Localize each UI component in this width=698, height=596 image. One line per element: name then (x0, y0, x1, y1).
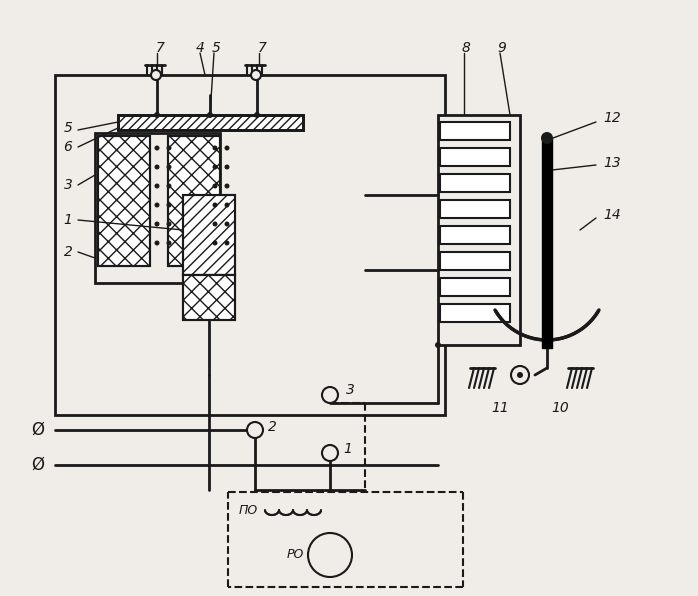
Bar (118, 115, 303, 130)
Bar (98, 136, 150, 266)
Circle shape (212, 203, 218, 207)
Text: ПО: ПО (239, 504, 258, 517)
Circle shape (154, 203, 160, 207)
Circle shape (225, 203, 230, 207)
Bar (98, 136, 150, 266)
Circle shape (154, 164, 160, 169)
Text: 13: 13 (603, 156, 621, 170)
Circle shape (167, 164, 172, 169)
Text: 11: 11 (491, 401, 509, 415)
Text: 5: 5 (211, 41, 221, 55)
Circle shape (322, 387, 338, 403)
Circle shape (225, 222, 230, 226)
Circle shape (154, 112, 160, 118)
Text: РО: РО (286, 548, 304, 561)
Bar (542, 138, 552, 348)
Circle shape (167, 241, 172, 246)
Text: 4: 4 (195, 41, 205, 55)
Circle shape (151, 70, 161, 80)
Bar (118, 115, 303, 130)
Text: 5: 5 (64, 121, 73, 135)
Bar (55, 75, 445, 415)
Bar (183, 275, 235, 320)
Text: 8: 8 (461, 41, 470, 55)
Circle shape (251, 70, 261, 80)
Circle shape (225, 145, 230, 151)
Circle shape (212, 164, 218, 169)
Circle shape (167, 222, 172, 226)
Bar (440, 200, 510, 218)
Circle shape (154, 184, 160, 188)
Circle shape (308, 533, 352, 577)
Bar (168, 136, 220, 266)
Text: 10: 10 (551, 401, 569, 415)
Bar (183, 195, 235, 275)
Bar (440, 174, 510, 192)
Text: 1: 1 (343, 442, 352, 456)
Bar (438, 115, 520, 345)
Circle shape (254, 112, 260, 118)
Circle shape (167, 184, 172, 188)
Text: 3: 3 (64, 178, 73, 192)
Text: 9: 9 (498, 41, 507, 55)
Text: 12: 12 (603, 111, 621, 125)
Circle shape (154, 241, 160, 246)
Text: 1: 1 (64, 213, 73, 227)
Circle shape (247, 422, 263, 438)
Bar (440, 304, 510, 322)
Circle shape (167, 145, 172, 151)
Bar (440, 252, 510, 270)
Text: 14: 14 (603, 208, 621, 222)
Circle shape (225, 184, 230, 188)
Bar (168, 136, 220, 266)
Text: 7: 7 (156, 41, 165, 55)
Circle shape (154, 222, 160, 226)
Circle shape (225, 164, 230, 169)
Circle shape (167, 203, 172, 207)
Text: Ø: Ø (31, 421, 45, 439)
Circle shape (435, 342, 441, 348)
Circle shape (212, 145, 218, 151)
Circle shape (541, 132, 553, 144)
Text: 2: 2 (64, 245, 73, 259)
Circle shape (212, 241, 218, 246)
Circle shape (511, 366, 529, 384)
Circle shape (225, 241, 230, 246)
Text: 2: 2 (267, 420, 276, 434)
Bar (183, 275, 235, 320)
Circle shape (212, 222, 218, 226)
Circle shape (212, 184, 218, 188)
Bar (95, 133, 220, 283)
Text: 7: 7 (258, 41, 267, 55)
Text: 3: 3 (346, 383, 355, 397)
Circle shape (154, 145, 160, 151)
Circle shape (207, 112, 213, 118)
Text: Ø: Ø (31, 456, 45, 474)
Text: 6: 6 (64, 140, 73, 154)
Circle shape (322, 445, 338, 461)
Bar (440, 122, 510, 140)
Circle shape (517, 372, 523, 378)
Bar (440, 148, 510, 166)
Bar (440, 226, 510, 244)
Bar (183, 195, 235, 275)
Bar (440, 278, 510, 296)
